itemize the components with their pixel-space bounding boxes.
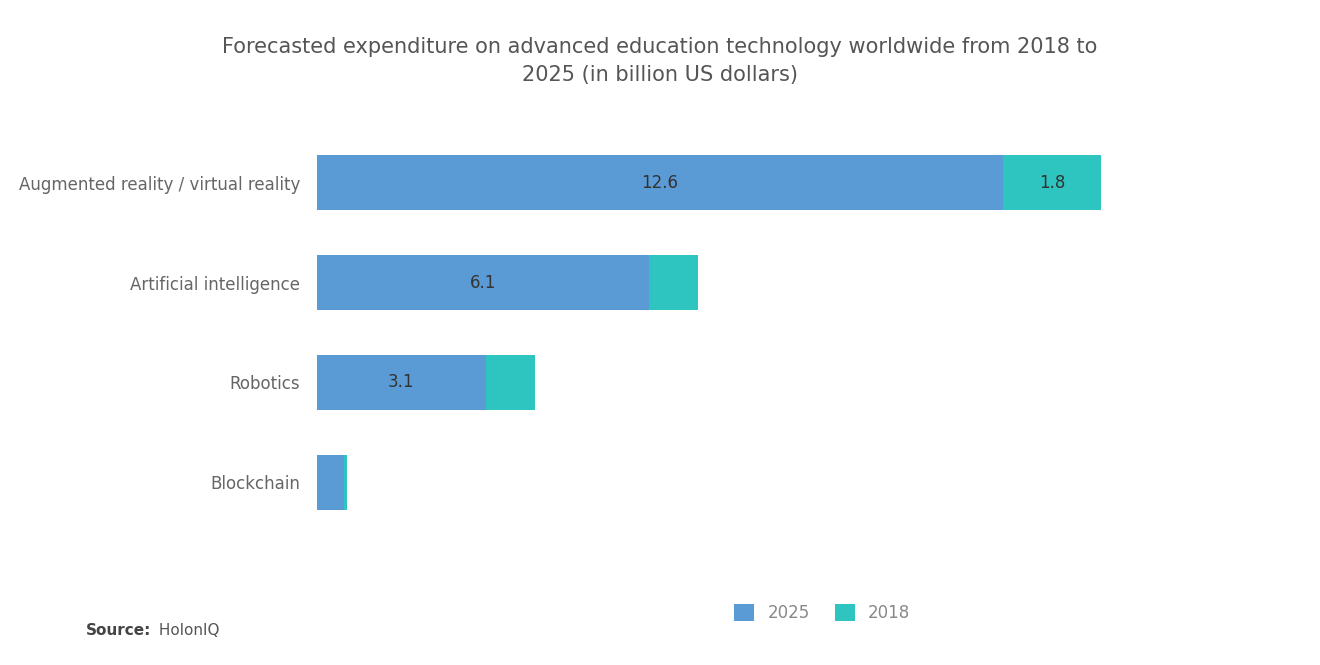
Bar: [317, 355, 486, 410]
Bar: [1003, 156, 1101, 210]
Text: 6.1: 6.1: [470, 273, 496, 292]
Bar: [317, 255, 649, 310]
Text: HolonIQ: HolonIQ: [154, 623, 220, 638]
Bar: [317, 455, 345, 509]
Bar: [345, 455, 347, 509]
Legend: 2025, 2018: 2025, 2018: [734, 604, 911, 622]
Text: Source:: Source:: [86, 623, 152, 638]
Text: 1.8: 1.8: [1039, 174, 1065, 192]
Bar: [649, 255, 698, 310]
Text: 3.1: 3.1: [388, 373, 414, 392]
Bar: [486, 355, 535, 410]
Bar: [317, 156, 1003, 210]
Text: Forecasted expenditure on advanced education technology worldwide from 2018 to
2: Forecasted expenditure on advanced educa…: [222, 37, 1098, 84]
Text: 12.6: 12.6: [642, 174, 678, 192]
